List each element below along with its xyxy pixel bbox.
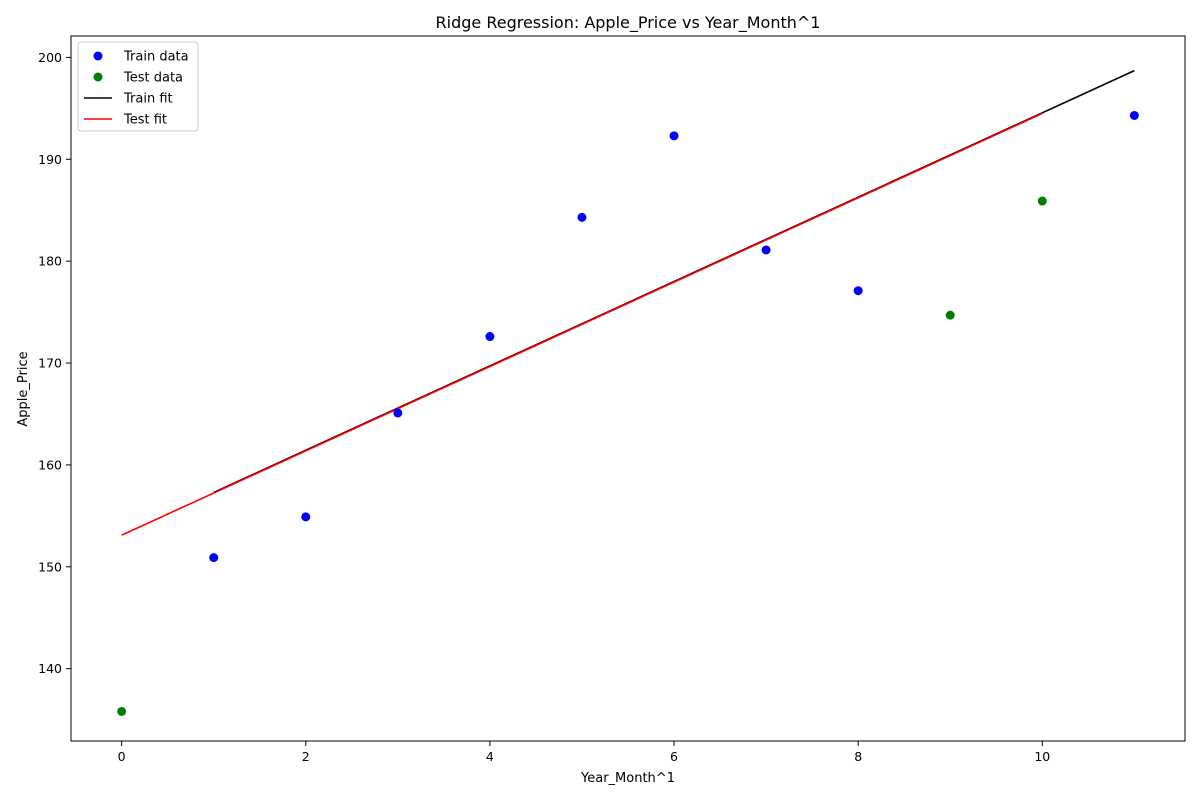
train-data-point — [853, 286, 863, 296]
y-axis: 140 150 160 170 180 190 200 — [38, 50, 71, 676]
train-data-point — [393, 408, 403, 418]
x-tick-label: 2 — [302, 749, 310, 764]
train-data-point — [1129, 110, 1139, 120]
train-data-point — [485, 332, 495, 342]
test-fit-line — [121, 112, 1043, 536]
y-tick-label: 140 — [38, 661, 62, 676]
x-axis-label: Year_Month^1 — [580, 771, 675, 786]
plot-area — [117, 69, 1139, 716]
y-tick-label: 200 — [38, 50, 62, 65]
legend-label-train-fit: Train fit — [123, 92, 173, 107]
legend-label-train-data: Train data — [123, 50, 189, 65]
y-tick-label: 180 — [38, 254, 62, 269]
test-data-point — [117, 706, 127, 716]
legend-label-test-fit: Test fit — [123, 113, 167, 128]
x-tick-label: 10 — [1034, 749, 1050, 764]
train-data-point — [301, 512, 311, 522]
test-data-point — [945, 310, 955, 320]
legend-marker-test-data — [93, 72, 103, 82]
train-data-point — [761, 245, 771, 255]
legend-box — [77, 41, 199, 132]
chart-title: Ridge Regression: Apple_Price vs Year_Mo… — [436, 13, 821, 33]
test-data-point — [1037, 196, 1047, 206]
x-tick-label: 4 — [486, 749, 494, 764]
x-tick-label: 0 — [118, 749, 126, 764]
x-tick-label: 6 — [670, 749, 678, 764]
legend-label-test-data: Test data — [123, 71, 183, 86]
x-tick-label: 8 — [854, 749, 862, 764]
y-tick-label: 150 — [38, 559, 62, 574]
train-data-point — [577, 212, 587, 222]
plot-frame — [70, 35, 1186, 742]
legend: Train data Test data Train fit Test fit — [77, 41, 199, 132]
x-axis: 0 2 4 6 8 10 — [118, 741, 1050, 764]
y-tick-label: 160 — [38, 457, 62, 472]
y-tick-label: 190 — [38, 152, 62, 167]
y-tick-label: 170 — [38, 356, 62, 371]
y-axis-label: Apple_Price — [16, 351, 31, 426]
legend-marker-train-data — [93, 51, 103, 61]
train-data-point — [209, 553, 219, 563]
train-data-point — [669, 131, 679, 141]
